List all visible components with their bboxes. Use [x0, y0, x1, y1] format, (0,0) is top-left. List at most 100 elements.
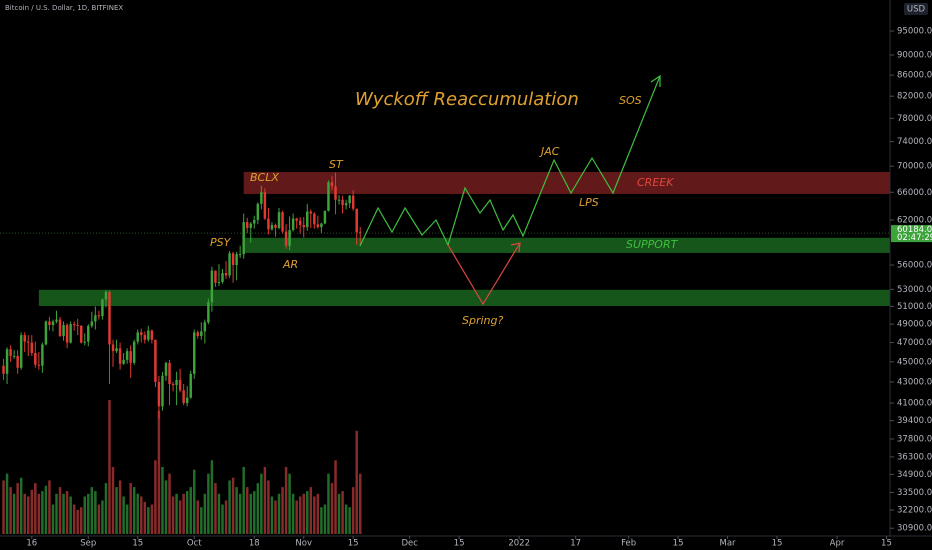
- candle-body: [118, 348, 122, 364]
- currency[interactable]: USD: [907, 5, 926, 15]
- candle-body: [5, 349, 9, 374]
- volume-bar: [129, 483, 132, 534]
- x-tick-label: 17: [570, 539, 581, 549]
- candle-body: [196, 332, 200, 337]
- candle-body: [327, 182, 330, 211]
- y-tick-label: 56000.0: [897, 261, 932, 271]
- volume-bar: [341, 491, 344, 534]
- candle-body: [104, 291, 108, 300]
- candle-body: [337, 199, 341, 201]
- annotation: Wyckoff Reaccumulation: [355, 89, 579, 110]
- volume-bar: [302, 493, 305, 534]
- volume-bar: [164, 480, 168, 534]
- currency-button[interactable]: [904, 3, 928, 15]
- candle-body: [288, 230, 291, 246]
- volume-bar: [97, 504, 101, 534]
- candle-body: [51, 321, 55, 326]
- x-tick-label: 18: [249, 539, 260, 549]
- candle-body: [178, 379, 182, 391]
- volume-bar: [168, 473, 171, 534]
- volume-bar: [306, 491, 309, 534]
- volume-bar: [189, 487, 192, 534]
- volume-bar: [76, 509, 79, 534]
- volume-bar: [323, 504, 327, 534]
- volume-bar: [355, 430, 358, 534]
- candle-body: [58, 319, 62, 337]
- price-zone: [38, 289, 891, 306]
- annotation: ST: [329, 158, 344, 171]
- volume-bar: [253, 491, 256, 534]
- price-zone: [243, 171, 890, 194]
- candle-body: [245, 222, 249, 228]
- candle-body: [306, 211, 309, 228]
- volume-bar: [16, 483, 19, 534]
- volume-bar: [108, 400, 111, 534]
- candle-body: [182, 390, 185, 404]
- volume-bar: [44, 485, 48, 534]
- candle-body: [2, 365, 5, 374]
- volume-bar: [344, 504, 348, 534]
- candle-body: [122, 359, 125, 364]
- candle-body: [334, 186, 337, 200]
- volume-bar: [27, 496, 30, 534]
- candle-body: [355, 208, 358, 233]
- candle-body: [221, 272, 224, 282]
- y-tick-label: 47000.0: [897, 338, 932, 348]
- candle-body: [281, 212, 284, 232]
- volume-bar: [111, 467, 115, 534]
- candle-body: [316, 224, 320, 228]
- volume-bar: [231, 477, 235, 534]
- volume-pane: [2, 400, 362, 534]
- candle-body: [23, 335, 26, 342]
- y-tick-label: 53000.0: [897, 285, 932, 295]
- last-price-tag: [891, 225, 932, 243]
- volume-bar: [235, 487, 238, 534]
- volume-bar: [154, 460, 157, 534]
- candle-body: [228, 253, 231, 276]
- candle-body: [210, 270, 214, 303]
- candle-body: [323, 210, 327, 224]
- volume-bar: [313, 496, 316, 534]
- volume-bar: [147, 507, 150, 534]
- volume-bar: [249, 493, 252, 534]
- volume-bar: [101, 500, 104, 534]
- volume-bar: [136, 493, 139, 534]
- volume-bar: [245, 487, 249, 534]
- candle-body: [175, 379, 178, 386]
- candle-body: [108, 291, 111, 345]
- y-tick-label: 95000.0: [897, 27, 932, 37]
- volume-bar: [207, 473, 210, 534]
- y-tick-label: 51000.0: [897, 302, 932, 312]
- volume-bar: [72, 504, 76, 534]
- countdown: 02:47:29: [897, 233, 932, 243]
- volume-bar: [140, 496, 143, 534]
- x-tick-label: Feb: [621, 539, 636, 549]
- candle-body: [214, 270, 217, 283]
- volume-bar: [288, 473, 291, 534]
- y-tick-label: 41000.0: [897, 399, 932, 409]
- candle-body: [302, 224, 305, 228]
- volume-bar: [171, 496, 175, 534]
- candle-body: [41, 344, 44, 366]
- candle-body: [65, 325, 69, 343]
- y-tick-label: 62000.0: [897, 215, 932, 225]
- volume-bar: [359, 473, 362, 534]
- candle-body: [253, 219, 256, 224]
- volume-bar: [79, 507, 83, 534]
- volume-bar: [182, 493, 185, 534]
- candle-body: [231, 253, 235, 266]
- candle-body: [274, 224, 277, 228]
- candle-body: [309, 211, 313, 214]
- volume-bar: [256, 483, 260, 534]
- candle-body: [295, 218, 298, 221]
- candle-body: [19, 335, 23, 368]
- y-tick-label: 70000.0: [897, 162, 932, 172]
- volume-bar: [320, 507, 323, 534]
- volume-bar: [228, 480, 231, 534]
- volume-bar: [143, 501, 147, 534]
- arrow-head: [650, 74, 661, 87]
- volume-bar: [122, 496, 125, 534]
- volume-bar: [161, 467, 164, 534]
- volume-bar: [83, 496, 86, 534]
- zones: [38, 171, 891, 306]
